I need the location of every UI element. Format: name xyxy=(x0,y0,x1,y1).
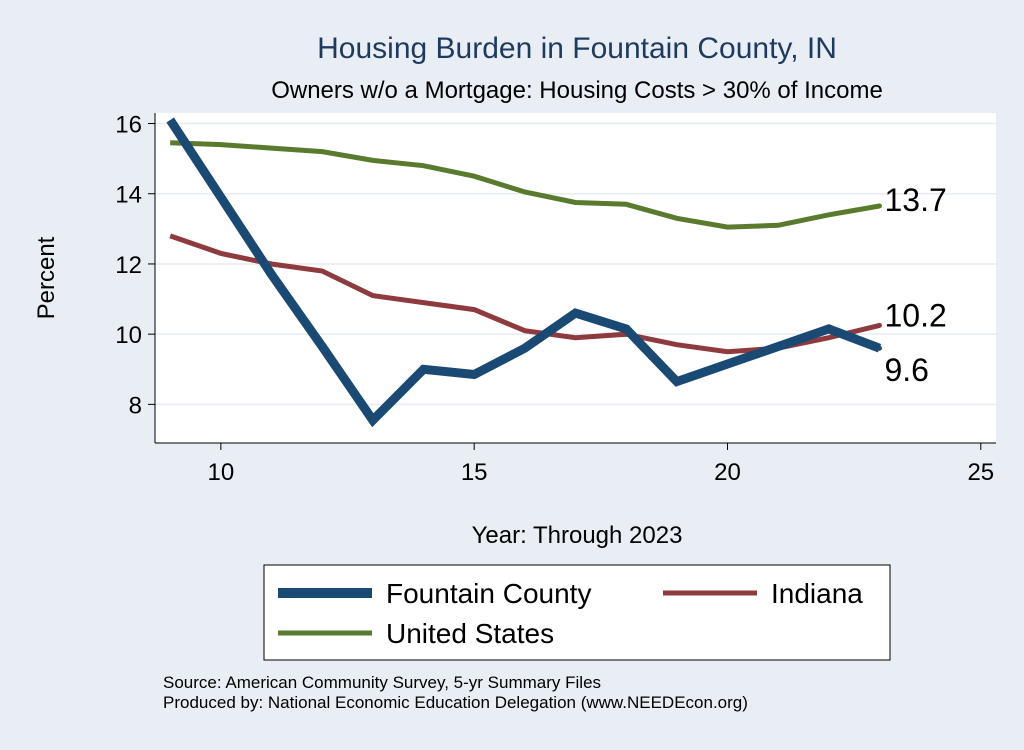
legend-label-fountain: Fountain County xyxy=(386,578,591,609)
end-value-label: 13.7 xyxy=(884,182,946,218)
series-end-point xyxy=(876,203,882,209)
end-value-label: 9.6 xyxy=(884,352,928,388)
series-line-fountain-county xyxy=(166,117,882,428)
plot-area xyxy=(155,113,996,443)
y-tick-label: 10 xyxy=(115,322,142,349)
x-axis-label: Year: Through 2023 xyxy=(472,522,683,549)
series-end-point xyxy=(876,345,882,351)
y-tick-label: 12 xyxy=(115,252,142,279)
end-value-label: 10.2 xyxy=(884,297,946,333)
producer-note: Produced by: National Economic Education… xyxy=(163,693,748,712)
legend-entry-indiana: Indiana xyxy=(663,578,863,609)
series-layer: 13.7 10.2 9.6 xyxy=(166,117,947,428)
legend-label-us: United States xyxy=(386,618,554,649)
x-tick-label: 10 xyxy=(208,459,235,486)
x-tick-label: 20 xyxy=(714,459,741,486)
legend-label-indiana: Indiana xyxy=(771,578,863,609)
source-note: Source: American Community Survey, 5-yr … xyxy=(163,673,601,692)
chart-subtitle: Owners w/o a Mortgage: Housing Costs > 3… xyxy=(271,77,883,104)
legend-entry-fountain: Fountain County xyxy=(278,578,591,609)
chart-title: Housing Burden in Fountain County, IN xyxy=(317,32,837,65)
grid-lines xyxy=(155,122,996,406)
axis-ticks: 8 10 12 14 16 10 15 20 25 xyxy=(115,112,994,486)
series-line-united-states xyxy=(170,140,880,230)
y-tick-label: 8 xyxy=(129,392,142,419)
y-tick-label: 14 xyxy=(115,182,142,209)
x-tick-label: 15 xyxy=(461,459,488,486)
x-tick-label: 25 xyxy=(967,459,994,486)
y-tick-label: 16 xyxy=(115,112,142,139)
legend-box xyxy=(263,564,891,661)
series-end-point xyxy=(876,322,882,328)
y-axis-label: Percent xyxy=(33,236,60,319)
legend-entry-us: United States xyxy=(278,618,554,649)
